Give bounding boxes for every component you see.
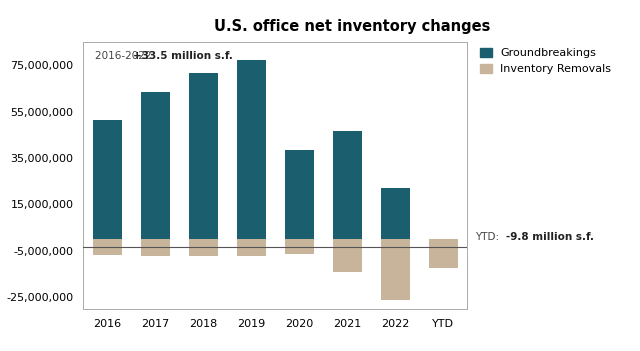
Bar [141, 92, 170, 239]
Bar [189, 73, 218, 239]
Bar [381, 239, 410, 300]
Bar [237, 239, 266, 256]
Bar [93, 120, 122, 239]
Text: +33.5 million s.f.: +33.5 million s.f. [133, 52, 233, 61]
Legend: Groundbreakings, Inventory Removals: Groundbreakings, Inventory Removals [481, 48, 611, 74]
Bar [285, 150, 314, 239]
Bar [333, 239, 362, 272]
Bar [333, 131, 362, 239]
Bar [189, 239, 218, 256]
Bar [285, 239, 314, 254]
Text: YTD:: YTD: [475, 232, 502, 243]
Bar [429, 239, 458, 248]
Bar [93, 239, 122, 255]
Y-axis label: Total inventory (s.f.): Total inventory (s.f.) [0, 120, 1, 231]
Bar [141, 239, 170, 256]
Text: 2016-2022:: 2016-2022: [95, 52, 158, 61]
Bar [429, 239, 458, 268]
Bar [381, 188, 410, 239]
Title: U.S. office net inventory changes: U.S. office net inventory changes [214, 19, 490, 34]
Bar [237, 60, 266, 239]
Text: -9.8 million s.f.: -9.8 million s.f. [506, 232, 594, 243]
